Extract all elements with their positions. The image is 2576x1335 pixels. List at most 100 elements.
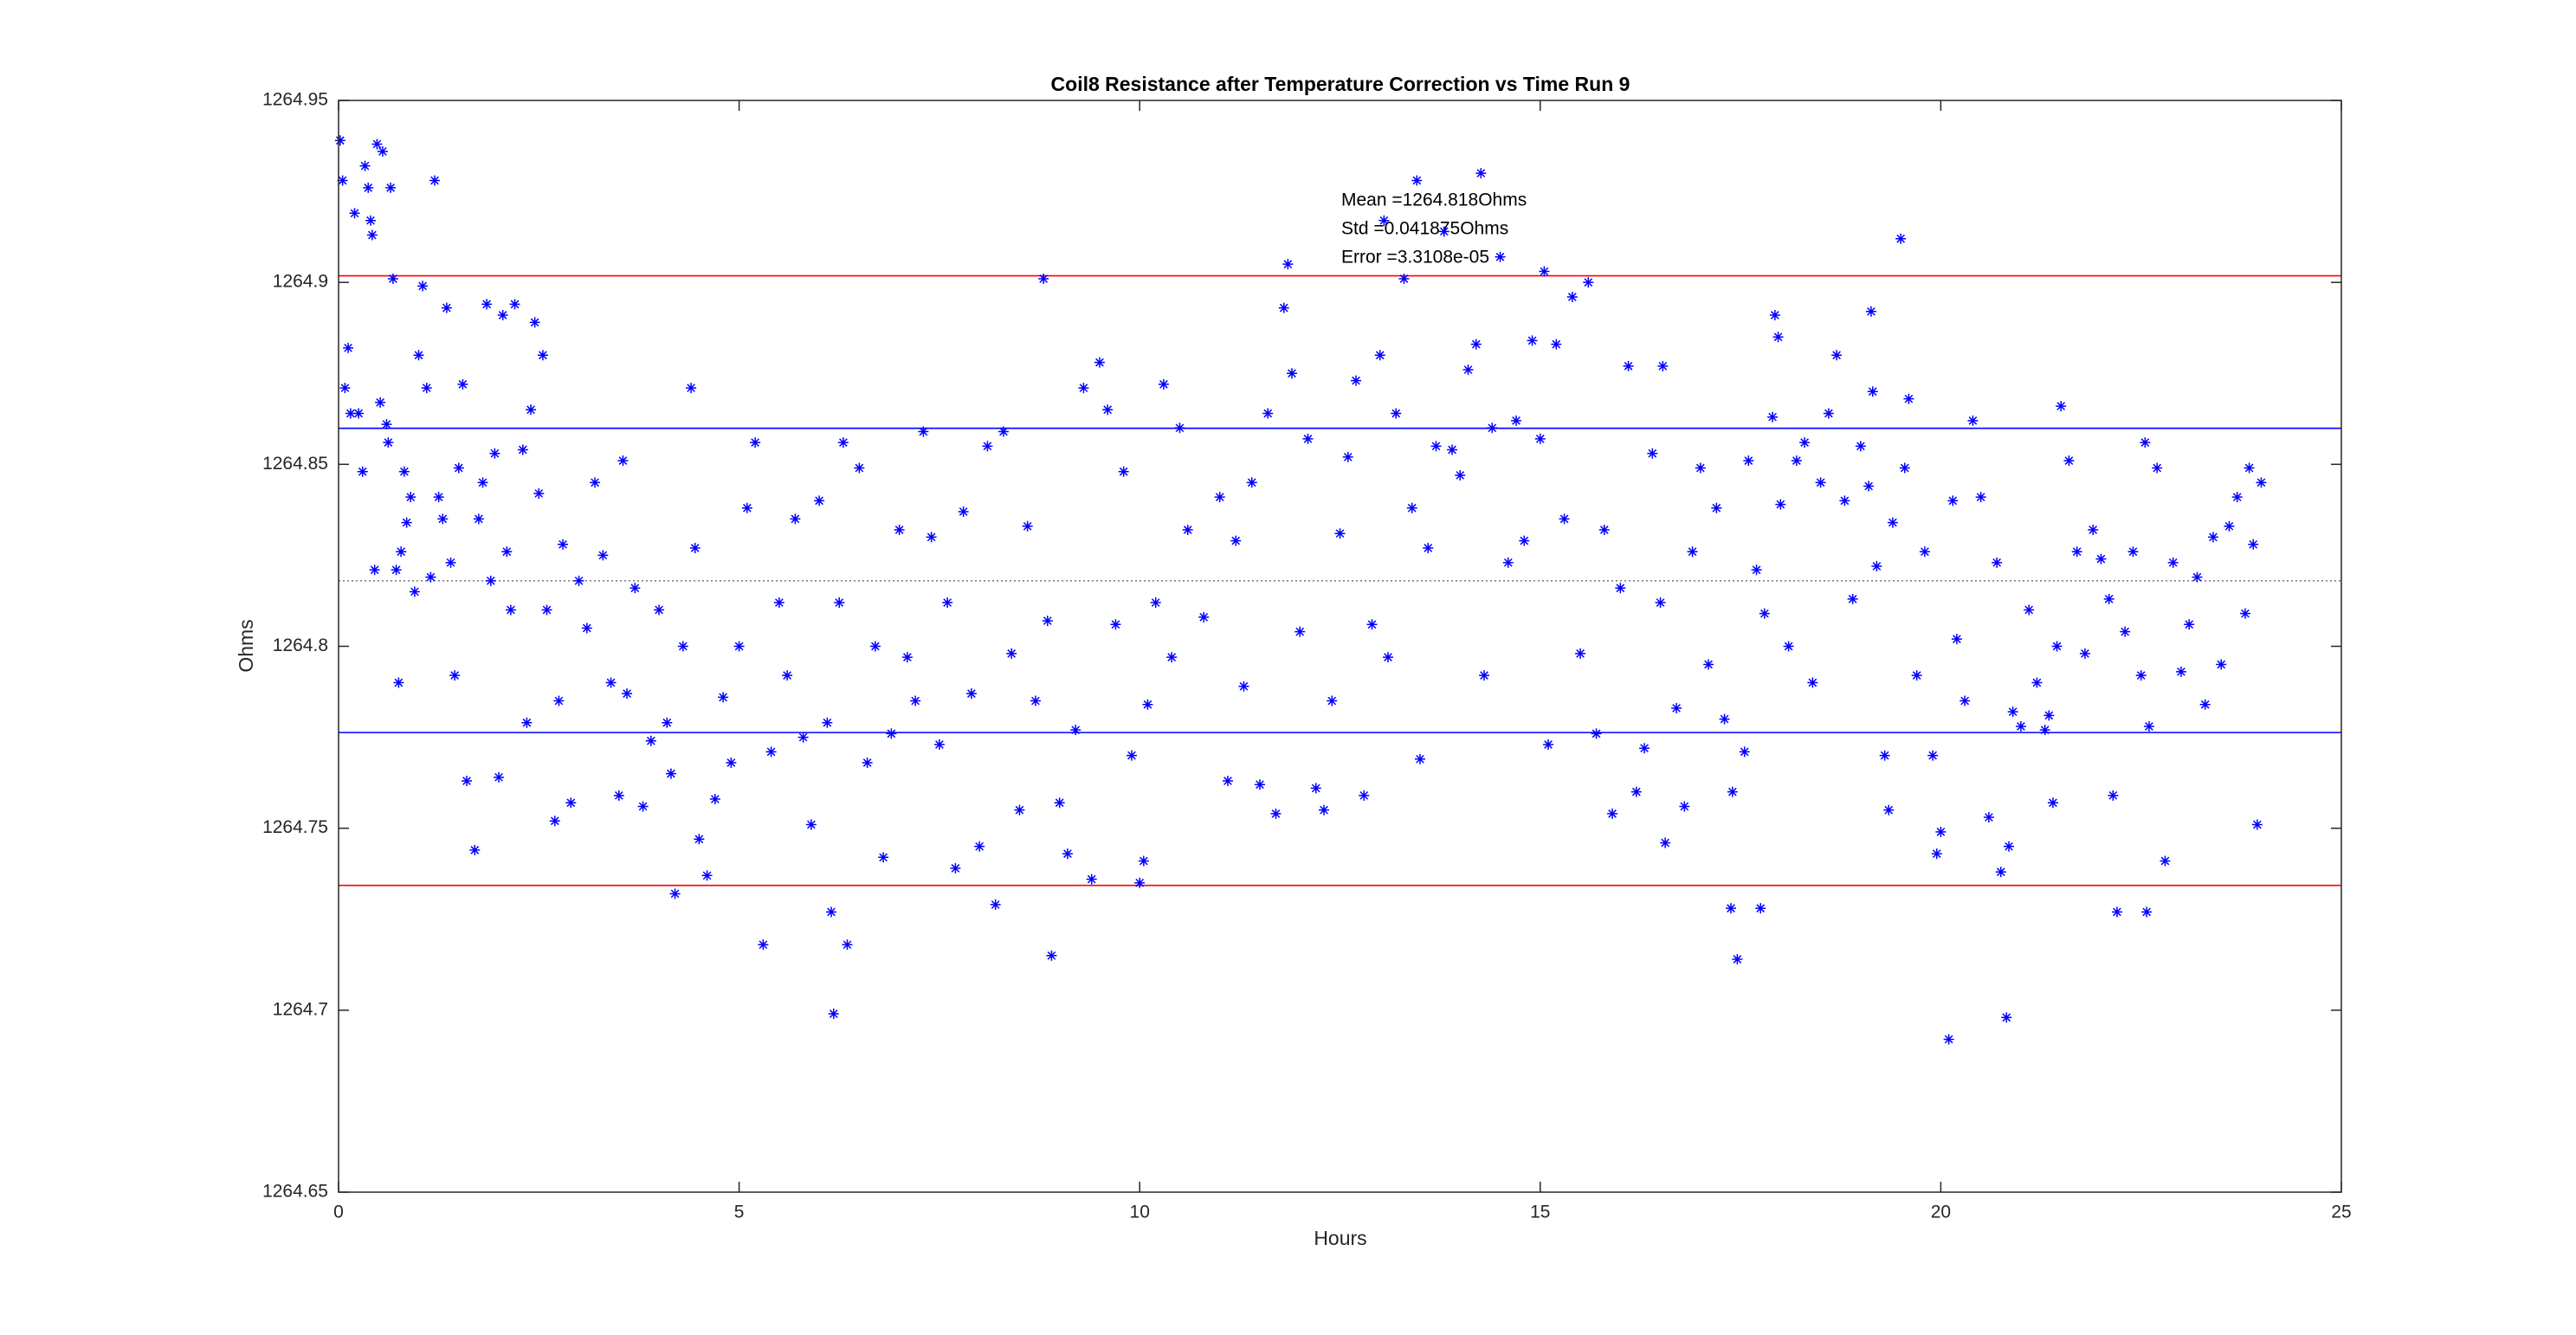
data-point	[1591, 728, 1602, 739]
data-point	[2079, 648, 2090, 659]
y-tick-label: 1264.7	[273, 999, 328, 1019]
data-point	[1767, 411, 1779, 422]
data-point	[918, 426, 929, 437]
data-point	[617, 455, 629, 467]
data-point	[1615, 583, 1626, 594]
data-point	[433, 492, 444, 503]
data-point	[558, 539, 569, 550]
data-point	[494, 771, 505, 783]
data-point	[2239, 608, 2250, 619]
data-point	[637, 801, 649, 812]
y-tick-label: 1264.95	[262, 90, 328, 110]
data-point	[1739, 746, 1750, 758]
data-point	[1711, 502, 1722, 513]
data-point	[357, 466, 368, 477]
data-point	[1919, 546, 1930, 558]
data-point	[662, 717, 673, 728]
data-point	[1142, 699, 1153, 710]
data-point	[2256, 477, 2267, 488]
data-point	[1719, 713, 1730, 725]
data-point	[1899, 462, 1910, 474]
data-point	[997, 426, 1009, 437]
data-point	[741, 502, 752, 513]
data-point	[1743, 455, 1754, 467]
data-point	[1230, 535, 1242, 546]
annotation: Std =0.041875Ohms	[1341, 219, 1508, 239]
data-point	[894, 524, 905, 535]
data-point	[1378, 215, 1390, 226]
data-point	[2135, 670, 2147, 681]
data-point	[689, 543, 700, 554]
annotation: Error =3.3108e-05	[1341, 248, 1489, 268]
data-point	[549, 816, 560, 827]
data-point	[1070, 725, 1081, 736]
data-point	[878, 852, 889, 863]
data-point	[1992, 557, 2003, 568]
data-point	[2007, 706, 2018, 718]
data-point	[886, 728, 897, 739]
data-point	[1660, 837, 1671, 848]
data-point	[501, 546, 513, 558]
data-point	[1895, 233, 1907, 244]
y-tick-label: 1264.9	[273, 272, 328, 292]
data-point	[2143, 720, 2154, 732]
data-point	[854, 462, 865, 474]
data-point	[1038, 273, 1049, 284]
data-point	[485, 575, 496, 586]
y-tick-label: 1264.85	[262, 454, 328, 474]
data-point	[1174, 422, 1185, 434]
data-point	[2160, 855, 2171, 867]
data-point	[2167, 557, 2179, 568]
data-point	[366, 229, 378, 241]
data-point	[2056, 401, 2067, 412]
data-point	[1623, 360, 1634, 371]
data-point	[2248, 539, 2259, 550]
data-point	[1967, 415, 1979, 426]
data-point	[1727, 786, 1738, 797]
data-point	[726, 758, 737, 769]
data-point	[413, 350, 424, 361]
x-tick-label: 20	[1931, 1203, 1951, 1222]
data-point	[1883, 804, 1895, 816]
data-point	[1511, 415, 1522, 426]
data-point	[694, 834, 705, 845]
data-point	[509, 299, 520, 310]
data-point	[2043, 710, 2055, 721]
data-point	[2216, 659, 2227, 670]
data-point	[1302, 433, 1314, 444]
data-point	[421, 383, 432, 394]
data-point	[377, 145, 388, 157]
data-point	[1126, 750, 1137, 761]
data-point	[353, 408, 365, 419]
data-point	[565, 797, 577, 809]
data-point	[1975, 492, 1986, 503]
data-point	[926, 532, 937, 543]
data-point	[349, 208, 360, 219]
data-point	[1551, 339, 1562, 350]
data-point	[1755, 903, 1766, 914]
data-point	[1947, 495, 1959, 506]
data-point	[1046, 950, 1057, 961]
data-point	[1783, 641, 1794, 652]
data-point	[822, 717, 833, 728]
data-point	[1951, 634, 1962, 645]
data-point	[2141, 906, 2153, 918]
data-point	[1863, 480, 1875, 492]
data-point	[1475, 168, 1487, 179]
data-point	[1775, 499, 1786, 510]
data-point	[449, 670, 461, 681]
data-point	[1959, 695, 1971, 706]
data-point	[1855, 441, 1866, 452]
data-point	[1502, 557, 1514, 568]
data-point	[369, 564, 380, 576]
data-point	[1943, 1034, 1954, 1045]
data-point	[2004, 841, 2015, 852]
data-point	[1238, 680, 1249, 692]
data-point	[381, 419, 392, 430]
data-point	[910, 695, 921, 706]
data-point	[1198, 611, 1210, 622]
data-point	[1815, 477, 1826, 488]
data-point	[1839, 495, 1850, 506]
data-point	[2207, 532, 2218, 543]
